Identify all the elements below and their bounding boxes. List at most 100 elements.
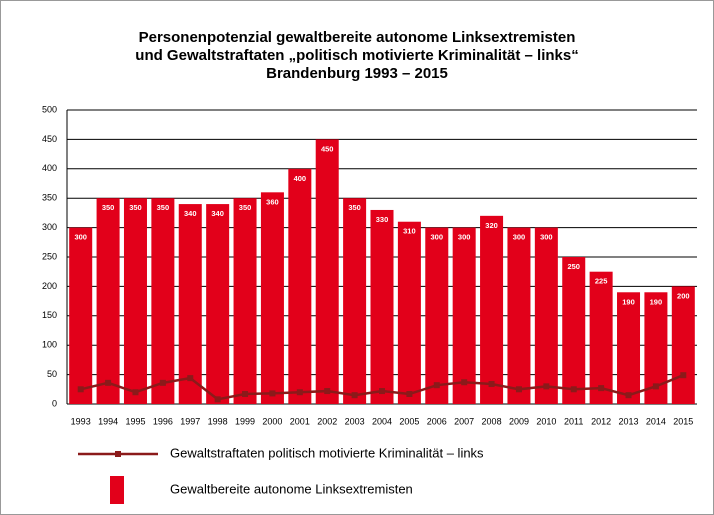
marker <box>379 388 385 395</box>
x-tick-label: 2001 <box>290 416 310 426</box>
marker <box>351 392 358 399</box>
x-tick-label: 1993 <box>71 416 91 426</box>
x-tick-label: 2014 <box>646 416 666 426</box>
marker <box>187 375 194 382</box>
x-tick-label: 2010 <box>536 416 556 426</box>
bar <box>370 209 394 404</box>
bar <box>123 198 147 404</box>
value-label: 350 <box>102 203 115 212</box>
value-label: 300 <box>513 233 526 242</box>
x-tick-label: 2012 <box>591 416 611 426</box>
bar <box>343 198 367 404</box>
marker <box>515 386 522 393</box>
bar <box>534 227 558 404</box>
marker <box>406 391 413 398</box>
y-tick-label: 500 <box>42 104 57 114</box>
value-label: 330 <box>376 215 389 224</box>
value-label: 190 <box>622 297 635 306</box>
bar <box>288 168 312 404</box>
y-tick-label: 300 <box>42 222 57 232</box>
bar <box>151 198 175 404</box>
marker <box>296 389 303 396</box>
value-label: 400 <box>294 174 307 183</box>
value-label: 340 <box>211 209 224 218</box>
y-tick-label: 100 <box>42 340 57 350</box>
x-tick-label: 2005 <box>399 416 419 426</box>
y-tick-label: 350 <box>42 193 57 203</box>
bar <box>315 139 339 404</box>
legend-label: Gewaltstraftaten politisch motivierte Kr… <box>170 445 484 460</box>
bar <box>480 215 504 404</box>
x-tick-label: 1995 <box>125 416 145 426</box>
value-label: 300 <box>458 233 471 242</box>
bar <box>206 204 230 404</box>
value-label: 340 <box>184 209 197 218</box>
x-tick-label: 2004 <box>372 416 392 426</box>
value-label: 225 <box>595 277 608 286</box>
marker <box>77 386 84 393</box>
y-tick-label: 50 <box>47 369 57 379</box>
x-tick-label: 2009 <box>509 416 529 426</box>
chart-title: und Gewaltstraftaten „politisch motivier… <box>135 47 578 64</box>
value-label: 350 <box>129 203 142 212</box>
x-tick-label: 2006 <box>427 416 447 426</box>
marker <box>543 383 550 390</box>
marker <box>105 379 112 386</box>
x-tick-label: 2008 <box>482 416 502 426</box>
x-tick-label: 2011 <box>564 416 583 426</box>
x-tick-label: 1997 <box>180 416 200 426</box>
legend-marker <box>115 451 121 457</box>
marker <box>433 382 440 389</box>
value-label: 300 <box>540 233 553 242</box>
value-label: 300 <box>74 233 87 242</box>
y-tick-label: 250 <box>42 251 57 261</box>
x-tick-label: 1996 <box>153 416 173 426</box>
marker <box>214 396 221 403</box>
value-label: 350 <box>157 203 170 212</box>
bar <box>507 227 531 404</box>
value-label: 360 <box>266 197 279 206</box>
marker <box>680 372 687 379</box>
bar <box>425 227 449 404</box>
bar <box>178 204 202 404</box>
marker <box>324 388 331 395</box>
bar <box>617 292 641 404</box>
bar <box>69 227 93 404</box>
value-label: 200 <box>677 291 690 300</box>
x-tick-label: 2013 <box>619 416 639 426</box>
marker <box>570 386 577 393</box>
bar <box>233 198 257 404</box>
marker <box>132 389 139 396</box>
legend-label: Gewaltbereite autonome Linksextremisten <box>170 481 413 496</box>
legend-swatch <box>110 476 124 504</box>
x-tick-label: 1998 <box>208 416 228 426</box>
bar <box>260 192 284 404</box>
x-tick-label: 2003 <box>345 416 365 426</box>
bar <box>397 221 421 404</box>
value-label: 250 <box>567 262 580 271</box>
marker <box>625 392 632 399</box>
chart-title: Personenpotenzial gewaltbereite autonome… <box>139 29 576 46</box>
bar <box>589 271 613 404</box>
bar <box>644 292 668 404</box>
x-tick-label: 2007 <box>454 416 474 426</box>
y-tick-label: 450 <box>42 134 57 144</box>
value-label: 350 <box>348 203 361 212</box>
marker <box>652 383 659 390</box>
bar <box>452 227 476 404</box>
bar <box>562 257 586 404</box>
y-tick-label: 150 <box>42 310 57 320</box>
x-tick-label: 2015 <box>673 416 693 426</box>
marker <box>598 385 605 392</box>
y-tick-label: 400 <box>42 163 57 173</box>
x-tick-label: 1999 <box>235 416 255 426</box>
y-tick-label: 200 <box>42 281 57 291</box>
chart-title: Brandenburg 1993 – 2015 <box>266 65 448 82</box>
marker <box>488 381 495 388</box>
bar <box>671 286 695 404</box>
x-tick-label: 2002 <box>317 416 337 426</box>
x-tick-label: 2000 <box>262 416 282 426</box>
value-label: 300 <box>431 233 444 242</box>
value-label: 450 <box>321 144 334 153</box>
